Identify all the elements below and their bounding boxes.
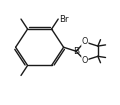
Text: O: O <box>82 37 88 46</box>
Text: Br: Br <box>59 15 68 24</box>
Text: O: O <box>82 56 88 65</box>
Text: B: B <box>73 47 79 56</box>
